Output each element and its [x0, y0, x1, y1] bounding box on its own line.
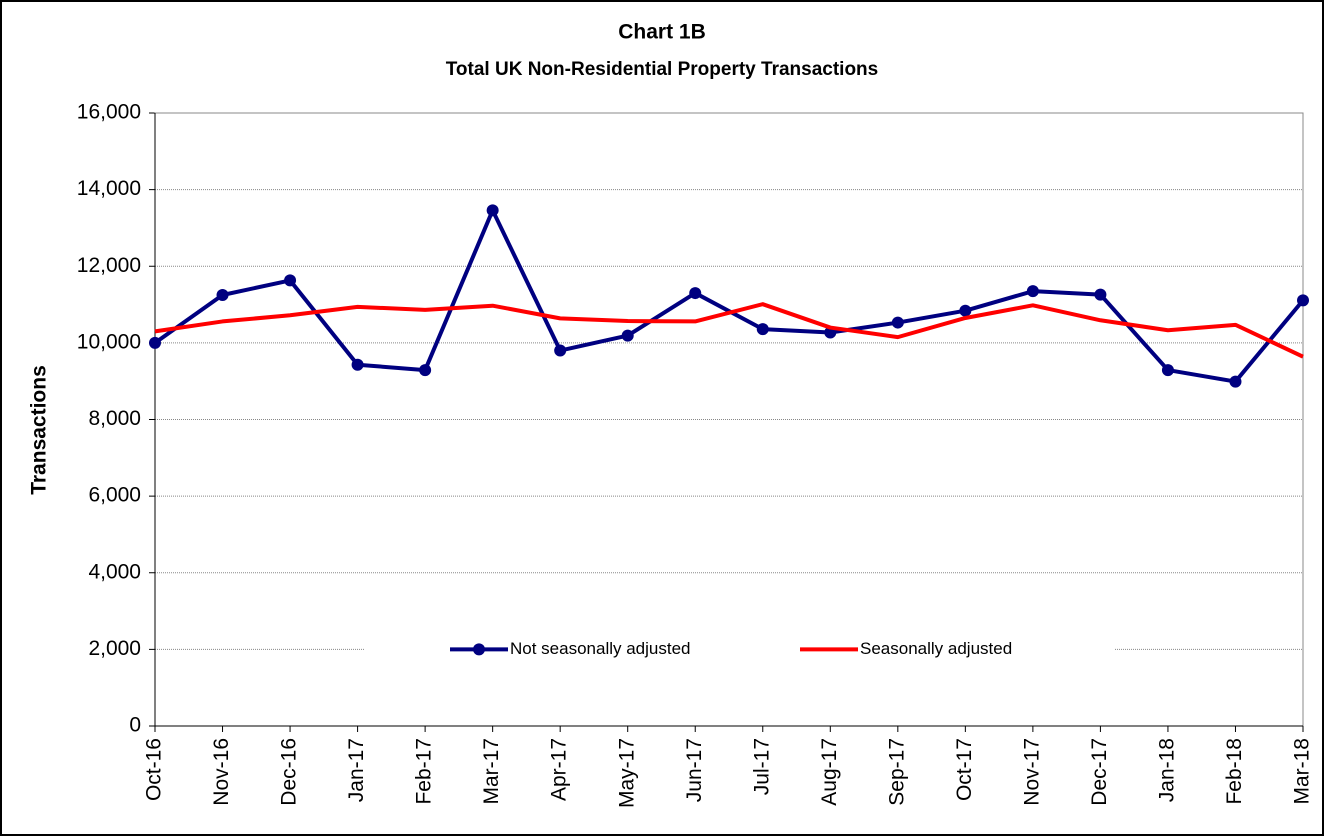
legend-marker [473, 643, 485, 656]
y-tick-label: 14,000 [77, 177, 141, 200]
chart-title: Chart 1B [618, 21, 706, 44]
y-tick-label: 2,000 [88, 637, 141, 660]
x-tick-label: Jun-17 [683, 738, 706, 802]
x-tick-label: Mar-18 [1291, 738, 1314, 805]
x-tick-label: Jan-18 [1155, 738, 1178, 802]
y-tick-label: 16,000 [77, 101, 141, 124]
x-tick-label: May-17 [615, 738, 638, 808]
y-tick-label: 12,000 [77, 254, 141, 277]
y-tick-label: 10,000 [77, 330, 141, 353]
y-tick-label: 0 [129, 714, 141, 737]
data-point [689, 287, 702, 300]
x-tick-label: Dec-16 [278, 738, 301, 806]
x-tick-label: Jul-17 [750, 738, 773, 795]
y-tick-label: 8,000 [88, 407, 141, 430]
data-point [351, 358, 364, 371]
legend-label: Not seasonally adjusted [510, 639, 691, 658]
chart-subtitle: Total UK Non-Residential Property Transa… [446, 59, 879, 80]
data-point [1026, 285, 1039, 298]
data-point [486, 204, 499, 217]
data-point [1161, 364, 1174, 377]
data-point [959, 304, 972, 317]
x-tick-label: Sep-17 [885, 738, 908, 806]
data-point [1229, 375, 1242, 388]
data-point [554, 344, 567, 357]
data-point [621, 329, 634, 342]
data-point [891, 316, 904, 329]
x-tick-label: Mar-17 [480, 738, 503, 805]
data-point [216, 288, 229, 301]
x-tick-label: Apr-17 [548, 738, 571, 801]
data-point [284, 274, 297, 287]
data-point [149, 336, 161, 349]
data-point [419, 364, 432, 377]
x-tick-label: Jan-17 [345, 738, 368, 802]
x-tick-label: Oct-17 [953, 738, 976, 801]
x-tick-label: Feb-17 [413, 738, 436, 805]
series-line [154, 302, 1304, 359]
x-tick-label: Dec-17 [1088, 738, 1111, 806]
legend-label: Seasonally adjusted [860, 639, 1012, 658]
y-tick-label: 6,000 [88, 484, 141, 507]
y-tick-label: 4,000 [88, 560, 141, 583]
x-tick-label: Aug-17 [818, 738, 841, 806]
x-tick-label: Nov-17 [1020, 738, 1043, 806]
x-tick-label: Feb-18 [1223, 738, 1246, 805]
x-tick-label: Nov-16 [210, 738, 233, 806]
data-point [1094, 288, 1107, 301]
y-axis-label: Transactions [28, 365, 51, 495]
data-point [756, 323, 769, 336]
data-point [1297, 294, 1309, 307]
x-tick-label: Oct-16 [143, 738, 166, 801]
